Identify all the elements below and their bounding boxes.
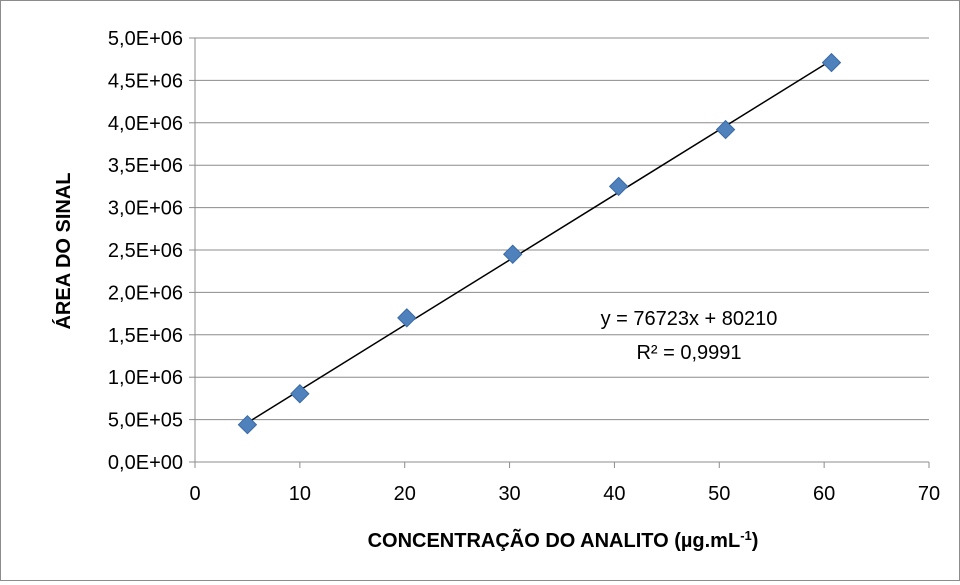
x-tick-label: 10 xyxy=(289,483,311,505)
x-tick-label: 60 xyxy=(813,483,835,505)
x-tick-label: 30 xyxy=(498,483,520,505)
y-tick-label: 2,5E+06 xyxy=(108,240,183,262)
y-tick-label: 5,0E+06 xyxy=(108,28,183,50)
x-tick-label: 70 xyxy=(918,483,940,505)
data-point xyxy=(821,52,842,73)
trendline xyxy=(244,59,832,425)
y-tick-label: 4,0E+06 xyxy=(108,113,183,135)
axes xyxy=(189,37,930,468)
data-point xyxy=(503,244,523,264)
r-squared-label: R² = 0,9991 xyxy=(636,342,741,364)
data-point xyxy=(715,119,736,140)
y-tick-label: 1,0E+06 xyxy=(108,367,183,389)
y-tick-label: 3,5E+06 xyxy=(108,155,183,177)
x-tick-label: 40 xyxy=(603,483,625,505)
data-points xyxy=(237,52,842,435)
x-axis-title-superscript: -1 xyxy=(740,528,752,543)
trendline-equation: y = 76723x + 80210 xyxy=(601,308,778,330)
x-tick-label: 0 xyxy=(189,483,200,505)
trendline-group xyxy=(244,59,832,425)
y-tick-label: 0,0E+00 xyxy=(108,452,183,474)
y-tick-label: 1,5E+06 xyxy=(108,325,183,347)
x-tick-label: 50 xyxy=(708,483,730,505)
data-point xyxy=(608,176,629,197)
x-tick-label: 20 xyxy=(394,483,416,505)
data-point xyxy=(237,414,258,435)
y-tick-label: 3,0E+06 xyxy=(108,198,183,220)
y-tick-label: 4,5E+06 xyxy=(108,70,183,92)
y-tick-label: 5,0E+05 xyxy=(108,410,183,432)
y-tick-label: 2,0E+06 xyxy=(108,282,183,304)
x-axis-title-main: CONCENTRAÇÃO DO ANALITO (µg.mL xyxy=(368,529,741,552)
y-axis-title: ÁREA DO SINAL xyxy=(52,172,75,329)
y-tick-labels: 0,0E+00 5,0E+05 1,0E+06 1,5E+06 2,0E+06 2,5E+… xyxy=(108,28,183,474)
gridlines xyxy=(195,37,929,421)
data-point xyxy=(397,308,417,328)
x-axis-title: CONCENTRAÇÃO DO ANALITO (µg.mL-1) xyxy=(368,528,759,553)
x-tick-labels: 0 10 20 30 40 50 60 70 xyxy=(189,483,940,505)
data-point xyxy=(290,384,310,404)
x-axis-title-end: ) xyxy=(752,530,759,552)
